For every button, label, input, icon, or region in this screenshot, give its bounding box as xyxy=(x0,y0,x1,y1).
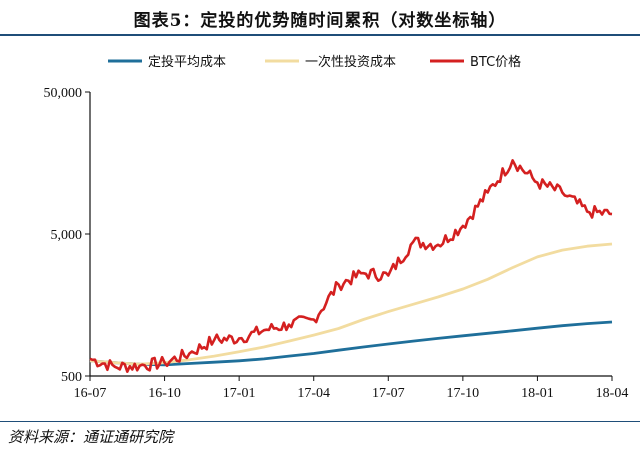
x-ticks: 16-07 16-10 17-01 17-04 17-07 17-10 18-01 18-04 xyxy=(74,376,629,401)
y-tick-label: 500 xyxy=(61,370,82,385)
source-note: 资料来源：通证通研究院 xyxy=(8,428,174,446)
x-tick-label: 16-07 xyxy=(74,386,107,401)
x-tick-label: 17-10 xyxy=(447,386,480,401)
legend-label: 定投平均成本 xyxy=(148,54,226,70)
series-line-2 xyxy=(89,159,613,373)
y-tick-label: 50,000 xyxy=(44,86,83,101)
chart-title: 图表5：定投的优势随时间累积（对数坐标轴） xyxy=(133,11,507,31)
legend-label: 一次性投资成本 xyxy=(305,54,396,70)
x-tick-label: 18-04 xyxy=(596,386,629,401)
title-rule xyxy=(0,34,640,36)
x-tick-label: 18-01 xyxy=(521,386,554,401)
y-tick-label: 5,000 xyxy=(51,228,83,243)
series-line-0 xyxy=(89,320,613,367)
legend-label: BTC价格 xyxy=(470,54,521,70)
x-tick-label: 17-01 xyxy=(223,386,256,401)
y-ticks: 500 5,000 50,000 xyxy=(44,86,90,385)
source-rule xyxy=(0,421,640,422)
x-tick-label: 17-07 xyxy=(372,386,405,401)
x-tick-label: 17-04 xyxy=(297,386,330,401)
series-line-1 xyxy=(89,242,613,366)
legend: 定投平均成本 一次性投资成本 BTC价格 xyxy=(108,54,521,70)
x-tick-label: 16-10 xyxy=(148,386,181,401)
series-lines xyxy=(89,159,613,373)
